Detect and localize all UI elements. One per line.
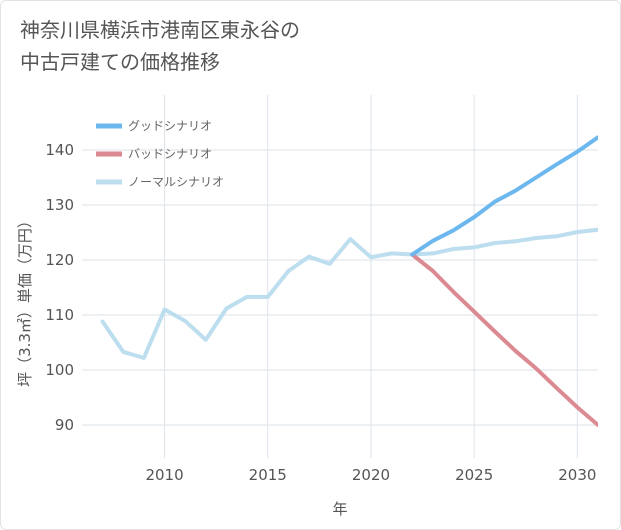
- x-tick-label: 2020: [352, 466, 390, 484]
- series-line-0: [410, 135, 598, 257]
- x-tick-label: 2025: [455, 466, 493, 484]
- series-line-1: [410, 252, 598, 427]
- y-tick-label: 140: [45, 141, 74, 159]
- plot-area: [82, 95, 598, 458]
- x-tick-labels: 2010 2015 2020 2025 2030: [145, 466, 596, 484]
- title-line-1: 神奈川県横浜市港南区東永谷の: [20, 18, 300, 42]
- y-tick-label: 130: [45, 196, 74, 214]
- x-axis-label: 年: [332, 500, 347, 518]
- x-tick-label: 2015: [249, 466, 287, 484]
- series-line-2: [100, 227, 598, 360]
- y-axis-label: 坪（3.3㎡）単価（万円）: [16, 213, 34, 387]
- y-tick-label: 110: [45, 306, 74, 324]
- legend-label-2: ノーマルシナリオ: [128, 175, 224, 189]
- chart-title: 神奈川県横浜市港南区東永谷の 中古戸建ての価格推移: [20, 14, 300, 78]
- series-lines: [100, 135, 598, 427]
- y-tick-label: 90: [55, 416, 74, 434]
- y-tick-label: 100: [45, 361, 74, 379]
- x-tick-label: 2010: [145, 466, 183, 484]
- grid-lines: [82, 95, 598, 458]
- y-tick-labels: 90 100 110 120 130 140: [45, 141, 74, 434]
- legend-label-1: バッドシナリオ: [128, 147, 212, 161]
- legend-label-0: グッドシナリオ: [128, 119, 212, 133]
- x-tick-label: 2030: [558, 466, 596, 484]
- y-tick-label: 120: [45, 251, 74, 269]
- title-line-2: 中古戸建ての価格推移: [20, 50, 220, 74]
